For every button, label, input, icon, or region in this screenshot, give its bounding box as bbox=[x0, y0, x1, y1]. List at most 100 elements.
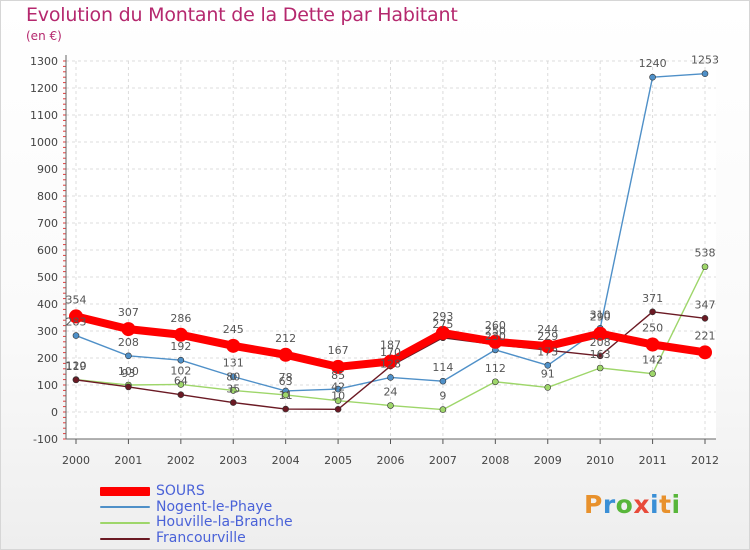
x-tick-label: 2012 bbox=[691, 454, 719, 467]
data-label: 286 bbox=[170, 312, 191, 325]
logo-letter: t bbox=[659, 490, 672, 519]
y-tick-label: 1100 bbox=[30, 109, 58, 122]
data-label: 173 bbox=[537, 345, 558, 358]
data-label: 85 bbox=[331, 369, 345, 382]
data-label: 64 bbox=[174, 375, 188, 388]
data-point bbox=[387, 374, 394, 381]
data-label: 293 bbox=[432, 310, 453, 323]
data-label: 35 bbox=[226, 383, 240, 396]
y-tick-label: 300 bbox=[37, 325, 58, 338]
y-tick-label: 1000 bbox=[30, 136, 58, 149]
data-label: 142 bbox=[642, 354, 663, 367]
legend-swatch bbox=[100, 487, 150, 497]
data-label: 221 bbox=[695, 329, 716, 342]
data-label: 10 bbox=[331, 389, 345, 402]
logo-letter: i bbox=[671, 490, 681, 519]
logo-letter: x bbox=[633, 490, 650, 519]
legend-swatch bbox=[100, 521, 150, 524]
y-tick-label: 200 bbox=[37, 352, 58, 365]
data-label: 1240 bbox=[639, 57, 667, 70]
data-label: 11 bbox=[279, 389, 293, 402]
proxiti-logo: Proxiti bbox=[584, 490, 681, 519]
data-point bbox=[596, 364, 604, 372]
data-label: 120 bbox=[66, 360, 87, 373]
data-point bbox=[334, 385, 342, 393]
data-point bbox=[649, 308, 656, 316]
data-label: 93 bbox=[121, 367, 135, 380]
data-point bbox=[544, 384, 552, 391]
data-point bbox=[649, 370, 656, 377]
data-label: 163 bbox=[590, 348, 611, 361]
data-label: 347 bbox=[695, 298, 716, 311]
data-point bbox=[72, 376, 80, 384]
data-point bbox=[278, 347, 293, 362]
data-point bbox=[701, 263, 709, 271]
data-label: 229 bbox=[537, 330, 558, 343]
logo-letter: r bbox=[602, 490, 616, 519]
legend-item: Nogent-le-Phaye bbox=[100, 499, 293, 516]
data-label: 538 bbox=[695, 247, 716, 260]
data-label: 9 bbox=[439, 390, 446, 403]
data-point bbox=[645, 337, 660, 352]
legend-item: SOURS bbox=[100, 484, 293, 500]
legend-swatch bbox=[100, 506, 150, 509]
data-label: 112 bbox=[485, 362, 506, 375]
data-label: 310 bbox=[590, 308, 611, 321]
data-label: 208 bbox=[118, 336, 139, 349]
data-label: 230 bbox=[485, 330, 506, 343]
data-point bbox=[177, 381, 185, 388]
data-point bbox=[488, 334, 503, 349]
data-point bbox=[282, 405, 289, 413]
x-tick-label: 2000 bbox=[62, 454, 90, 467]
data-point bbox=[492, 378, 499, 386]
data-label: 167 bbox=[328, 344, 349, 357]
x-tick-label: 2008 bbox=[481, 454, 509, 467]
data-point bbox=[701, 315, 709, 322]
x-tick-label: 2005 bbox=[324, 454, 352, 467]
y-tick-label: 0 bbox=[51, 406, 58, 419]
data-point bbox=[596, 352, 604, 360]
legend-item: Francourville bbox=[100, 531, 293, 547]
data-label: 192 bbox=[170, 340, 191, 353]
data-label: 78 bbox=[279, 371, 293, 384]
data-label: 128 bbox=[380, 357, 401, 370]
chart-unit-label: (en €) bbox=[26, 29, 62, 43]
y-tick-label: 600 bbox=[37, 244, 58, 257]
x-tick-label: 2004 bbox=[272, 454, 300, 467]
data-label: 354 bbox=[66, 293, 87, 306]
data-point bbox=[229, 373, 237, 380]
data-label: 307 bbox=[118, 306, 139, 319]
data-point bbox=[331, 359, 346, 374]
y-tick-label: 1200 bbox=[30, 82, 58, 95]
data-label: 170 bbox=[380, 346, 401, 359]
data-label: 119 bbox=[66, 360, 87, 373]
data-label: 244 bbox=[537, 323, 558, 336]
data-point bbox=[226, 338, 241, 353]
logo-letter: o bbox=[615, 490, 634, 519]
data-label: 371 bbox=[642, 292, 663, 305]
data-label: 275 bbox=[432, 318, 453, 331]
data-point bbox=[435, 325, 450, 340]
x-tick-label: 2001 bbox=[114, 454, 142, 467]
data-point bbox=[593, 326, 608, 341]
data-point bbox=[229, 399, 237, 406]
data-label: 208 bbox=[590, 336, 611, 349]
data-label: 250 bbox=[485, 325, 506, 338]
data-label: 91 bbox=[541, 367, 555, 380]
data-point bbox=[229, 387, 237, 394]
line-chart: -100 0 100 200 300 400 500 600 700 800 900 1000 1100… bbox=[30, 54, 719, 467]
data-label: 100 bbox=[118, 365, 139, 378]
data-label: 42 bbox=[331, 381, 345, 394]
data-point bbox=[282, 391, 289, 399]
data-label: 63 bbox=[279, 375, 293, 388]
y-tick-label: 400 bbox=[37, 298, 58, 311]
x-tick-label: 2011 bbox=[639, 454, 667, 467]
data-point bbox=[177, 356, 185, 364]
y-tick-label: 100 bbox=[37, 379, 58, 392]
data-label: 245 bbox=[223, 323, 244, 336]
y-tick-label: 900 bbox=[37, 163, 58, 176]
data-label: 114 bbox=[432, 361, 453, 374]
data-point bbox=[125, 383, 132, 391]
data-point bbox=[72, 332, 80, 339]
logo-letter: P bbox=[584, 490, 603, 519]
